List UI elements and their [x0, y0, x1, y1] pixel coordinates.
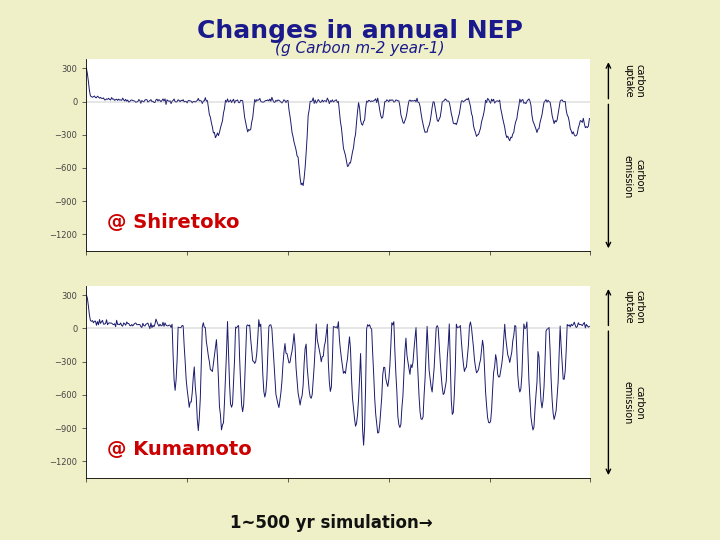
Text: @ Kumamoto: @ Kumamoto: [107, 440, 251, 459]
Text: carbon
uptake: carbon uptake: [623, 291, 644, 324]
Text: carbon
uptake: carbon uptake: [623, 64, 644, 97]
Text: (g Carbon m-2 year-1): (g Carbon m-2 year-1): [275, 40, 445, 56]
Text: carbon
emission: carbon emission: [623, 154, 644, 198]
Text: 1~500 yr simulation→: 1~500 yr simulation→: [230, 514, 433, 532]
Text: @ Shiretoko: @ Shiretoko: [107, 213, 239, 232]
Text: Changes in annual NEP: Changes in annual NEP: [197, 19, 523, 43]
Text: carbon
emission: carbon emission: [623, 381, 644, 425]
